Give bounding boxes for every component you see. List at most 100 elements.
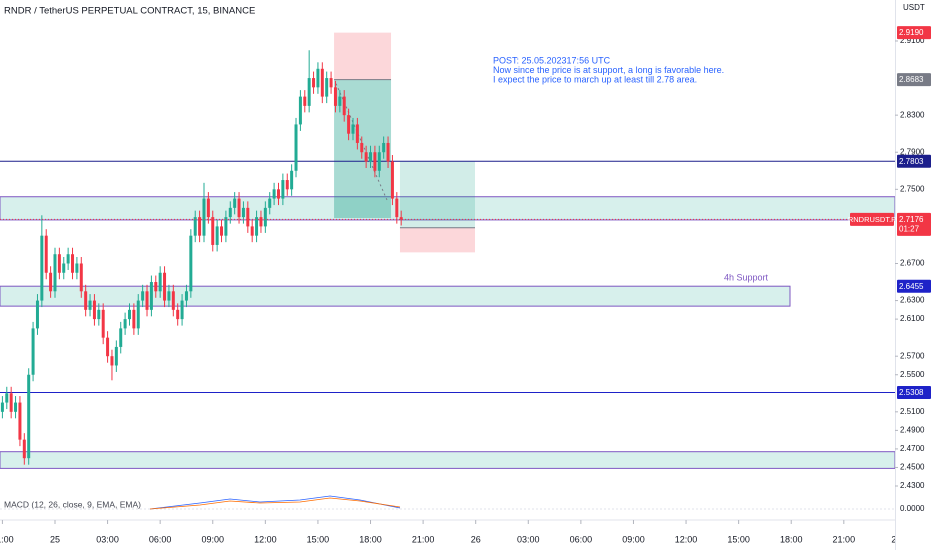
stop-zone (334, 32, 392, 80)
candle-body (193, 217, 197, 236)
y-tick-label: 2.6300 (900, 296, 925, 305)
candle-body (399, 217, 403, 220)
x-tick-label: 06:00 (570, 534, 593, 544)
candle-body (320, 68, 324, 97)
symbol-label: RNDRUSDT.P (848, 215, 896, 224)
candle-body (312, 78, 316, 88)
candle-body (255, 217, 259, 236)
x-tick-label: 26 (471, 534, 481, 544)
candle-body (233, 198, 237, 208)
candle-body (75, 263, 79, 273)
candle-body (110, 356, 114, 366)
y-tick-label: 2.5500 (900, 370, 925, 379)
y-tick-label: 2.4700 (900, 444, 925, 453)
zone-label: 4h Support (724, 273, 769, 283)
x-tick-label: 03:00 (517, 534, 540, 544)
x-tick-label: 18:00 (780, 534, 803, 544)
time-axis (0, 520, 932, 550)
signal-line (149, 497, 401, 510)
candle-body (14, 402, 18, 412)
candle-body (382, 142, 386, 153)
y-tick-label: 2.7900 (900, 147, 925, 156)
x-tick-label: 06:00 (149, 534, 172, 544)
zone-top-label-box (897, 279, 931, 293)
candle-body (281, 180, 285, 199)
candle-body (27, 374, 31, 459)
candle-body (215, 226, 219, 245)
candle-body (347, 115, 351, 134)
y-tick-label: 2.4500 (900, 463, 925, 472)
candle-body (259, 217, 263, 227)
candle-body (263, 207, 267, 227)
x-tick-label: 03:00 (96, 534, 119, 544)
candle-body (228, 207, 232, 218)
candle-body (325, 78, 329, 97)
candle-body (386, 142, 390, 162)
candle-body (176, 309, 180, 320)
candle-body (92, 300, 96, 320)
candle-body (351, 124, 355, 134)
x-tick-label: 21:00 (412, 534, 435, 544)
candle-body (333, 87, 337, 106)
candle-body (355, 124, 359, 143)
candle-body (316, 68, 320, 88)
candle-body (101, 309, 105, 338)
candle-body (49, 272, 53, 292)
candle-body (202, 198, 206, 236)
candle-body (44, 235, 48, 273)
candle-body (395, 198, 399, 218)
y-tick-label: 2.5700 (900, 351, 925, 360)
candle-body (18, 402, 22, 440)
y-tick-label: 2.4900 (900, 425, 925, 434)
candle-body (97, 309, 101, 320)
level-label-box (897, 386, 931, 400)
candle-body (338, 96, 342, 106)
candle-body (9, 393, 13, 412)
price-axis (896, 0, 932, 550)
candle-body (141, 291, 145, 301)
annotation: Now since the price is at support, a lon… (493, 65, 724, 75)
zone-top-label: 2.6455 (899, 282, 924, 291)
x-tick-label: 15:00 (727, 534, 750, 544)
y-tick-label: 2.4300 (900, 481, 925, 490)
x-tick-label: 25 (50, 534, 60, 544)
candle-body (136, 300, 140, 329)
x-tick-label: 12:00 (675, 534, 698, 544)
x-tick-label: 21:00 (833, 534, 856, 544)
x-tick-label: 12:00 (254, 534, 277, 544)
x-tick-label: 18:00 (359, 534, 382, 544)
candle-body (224, 217, 228, 236)
candle-body (276, 189, 280, 199)
candle-body (364, 152, 368, 162)
y-tick-label: 2.9100 (900, 36, 925, 45)
candle-body (206, 198, 210, 218)
candle-body (171, 291, 175, 310)
candle-body (189, 235, 193, 292)
candle-body (198, 217, 202, 236)
candle-body (57, 254, 61, 273)
candle-body (373, 152, 377, 171)
candle-body (127, 309, 131, 320)
candle-body (66, 254, 70, 264)
entry-label-box (897, 73, 931, 87)
macd-title: MACD (12, 26, close, 9, EMA, EMA) (4, 499, 141, 509)
candle-body (31, 328, 35, 375)
level-label: 2.5308 (899, 388, 924, 397)
candle-body (132, 309, 136, 329)
candle-body (114, 346, 118, 366)
candle-body (268, 198, 272, 208)
candle-body (307, 78, 311, 106)
level-label-box (897, 154, 931, 168)
candle-body (158, 272, 162, 292)
candle-body (303, 96, 307, 106)
level-label: 2.7803 (899, 157, 924, 166)
candle-body (35, 300, 39, 329)
chart-title: RNDR / TetherUS PERPETUAL CONTRACT, 15, … (4, 6, 255, 17)
candle-body (294, 124, 298, 171)
candle-body (62, 263, 66, 273)
candle-body (377, 152, 381, 171)
candle-body (0, 402, 4, 412)
candle-body (154, 282, 158, 292)
y-tick-label: 2.7500 (900, 184, 925, 193)
